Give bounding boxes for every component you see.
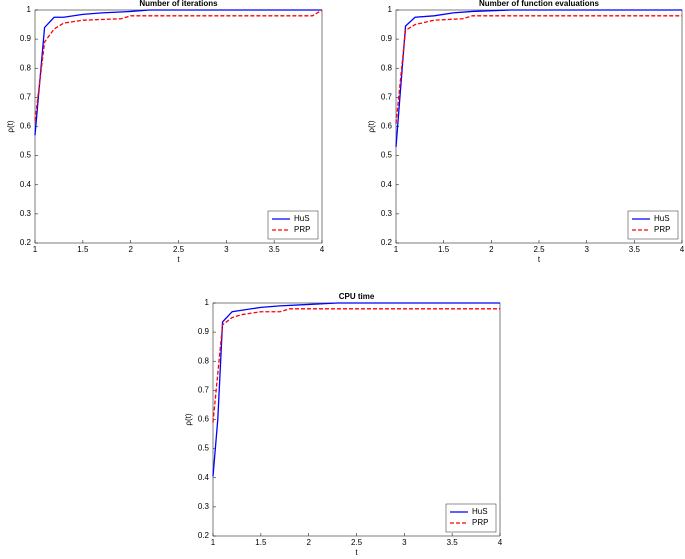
y-tick-label: 0.2 [198, 531, 210, 540]
x-tick-label: 1 [394, 245, 399, 254]
x-axis-label: t [177, 255, 180, 264]
y-tick-label: 1 [205, 298, 210, 307]
y-tick-label: 0.9 [381, 34, 393, 43]
y-axis-label: ρ(t) [184, 413, 193, 425]
x-tick-label: 1.5 [77, 245, 89, 254]
x-tick-label: 4 [680, 245, 685, 254]
x-tick-label: 1.5 [438, 245, 450, 254]
y-tick-label: 0.5 [381, 151, 393, 160]
x-tick-label: 2.5 [533, 245, 545, 254]
y-tick-label: 0.4 [381, 180, 393, 189]
chart-title: Number of function evaluations [479, 0, 600, 8]
legend-label: PRP [654, 225, 670, 234]
y-tick-label: 0.5 [20, 151, 32, 160]
legend-label: PRP [294, 225, 310, 234]
x-tick-label: 2.5 [173, 245, 185, 254]
y-tick-label: 0.6 [20, 122, 32, 131]
chart-title: Number of iterations [139, 0, 218, 8]
y-tick-label: 0.8 [20, 63, 32, 72]
x-tick-label: 4 [498, 538, 503, 547]
y-axis-label: ρ(t) [367, 120, 376, 132]
x-tick-label: 3 [224, 245, 229, 254]
legend-box [627, 210, 679, 240]
legend-label: HuS [472, 507, 488, 516]
chart: 1 1.5 2 2.5 3 3.5 4 0.2 0.3 0.4 0.5 0.6 0.7 0.8 0.9 1 Nu… [367, 0, 685, 264]
chart: 1 1.5 2 2.5 3 3.5 4 0.2 0.3 0.4 0.5 0.6 0.7 0.8 0.9 1 CP… [184, 292, 503, 557]
series-line [212, 302, 500, 477]
series-line [212, 308, 500, 423]
x-tick-label: 2 [128, 245, 133, 254]
x-tick-label: 4 [320, 245, 325, 254]
y-tick-label: 0.7 [198, 385, 210, 394]
plot-area [34, 9, 323, 244]
x-tick-label: 3.5 [629, 245, 641, 254]
x-tick-label: 3 [584, 245, 589, 254]
y-tick-label: 0.5 [198, 444, 210, 453]
x-tick-label: 2 [489, 245, 494, 254]
y-tick-label: 1 [388, 5, 393, 14]
y-tick-label: 0.3 [198, 502, 210, 511]
y-tick-label: 0.9 [20, 34, 32, 43]
x-tick-label: 1.5 [255, 538, 267, 547]
legend-box [445, 503, 497, 533]
legend-label: HuS [294, 214, 310, 223]
y-tick-label: 0.2 [20, 238, 32, 247]
y-tick-label: 0.6 [198, 415, 210, 424]
y-tick-label: 0.8 [381, 63, 393, 72]
x-tick-label: 1 [33, 245, 38, 254]
plot-area [395, 9, 683, 244]
x-axis-label: t [355, 548, 358, 557]
legend-label: HuS [654, 214, 670, 223]
series-line [395, 9, 682, 147]
chart: 1 1.5 2 2.5 3 3.5 4 0.2 0.3 0.4 0.5 0.6 0.7 0.8 0.9 1 Nu… [6, 0, 325, 264]
legend-box [267, 210, 319, 240]
y-tick-label: 0.4 [20, 180, 32, 189]
x-tick-label: 2 [306, 538, 311, 547]
x-tick-label: 3.5 [269, 245, 281, 254]
y-tick-label: 0.3 [381, 209, 393, 218]
legend-label: PRP [472, 518, 488, 527]
series-line [34, 9, 323, 121]
chart-title: CPU time [339, 292, 375, 301]
y-tick-label: 0.2 [381, 238, 393, 247]
y-tick-label: 0.7 [20, 92, 32, 101]
series-line [34, 9, 322, 136]
y-tick-label: 0.6 [381, 122, 393, 131]
x-tick-label: 2.5 [351, 538, 363, 547]
y-axis-label: ρ(t) [6, 120, 15, 132]
y-tick-label: 0.4 [198, 473, 210, 482]
y-tick-label: 1 [27, 5, 32, 14]
y-tick-label: 0.8 [198, 356, 210, 365]
plot-area [212, 302, 501, 537]
series-line [395, 15, 682, 124]
y-tick-label: 0.9 [198, 327, 210, 336]
x-tick-label: 1 [211, 538, 216, 547]
x-tick-label: 3.5 [447, 538, 459, 547]
x-axis-label: t [538, 255, 541, 264]
y-tick-label: 0.3 [20, 209, 32, 218]
y-tick-label: 0.7 [381, 92, 393, 101]
x-tick-label: 3 [402, 538, 407, 547]
